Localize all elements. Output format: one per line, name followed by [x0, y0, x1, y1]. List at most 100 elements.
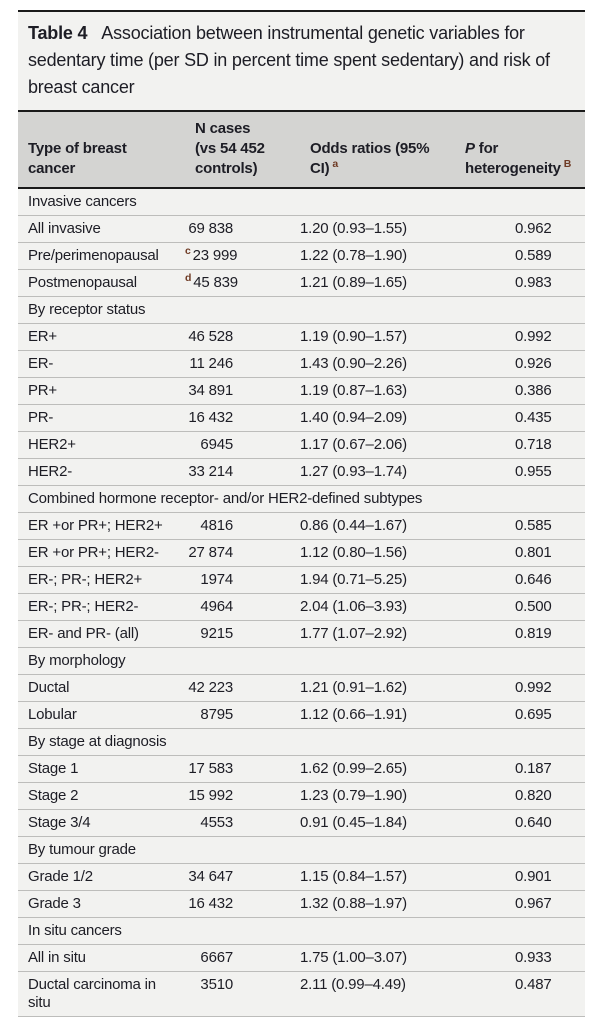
section-label: In situ cancers — [28, 922, 122, 939]
row-p-value: 0.187 — [515, 760, 552, 777]
row-ncases: 6945 — [200, 436, 233, 453]
table-row: PR+ 34 891 1.19 (0.87–1.63) 0.386 — [18, 378, 585, 405]
row-odds-ratio: 1.19 (0.87–1.63) — [300, 382, 407, 399]
row-ncases: 1974 — [200, 571, 233, 588]
row-type: ER- and PR- (all) — [28, 625, 139, 642]
row-type: Pre/perimenopausal — [28, 247, 159, 264]
table-row: ER-; PR-; HER2+ 1974 1.94 (0.71–5.25) 0.… — [18, 567, 585, 594]
row-footnote-marker: d — [185, 272, 192, 284]
row-ncases: 15 992 — [188, 787, 233, 804]
caption-divider-rule — [18, 110, 585, 112]
footnote-marker-a: a — [332, 158, 339, 170]
table-body: Invasive cancers All invasive 69 838 1.2… — [18, 189, 585, 1017]
row-type: Stage 2 — [28, 787, 79, 804]
header-n-cases: N cases (vs 54 452 controls) — [195, 120, 265, 177]
row-type: Stage 3/4 — [28, 814, 91, 831]
section-label: By receptor status — [28, 301, 146, 318]
table-row: Stage 3/4 4553 0.91 (0.45–1.84) 0.640 — [18, 810, 585, 837]
row-ncases: 27 874 — [188, 544, 233, 561]
row-type: All invasive — [28, 220, 101, 237]
row-p-value: 0.967 — [515, 895, 552, 912]
section-row: By stage at diagnosis — [18, 729, 585, 756]
row-ncases: 69 838 — [188, 220, 233, 237]
row-p-value: 0.955 — [515, 463, 552, 480]
row-p-value: 0.992 — [515, 328, 552, 345]
row-ncases: 23 999 — [192, 247, 238, 264]
row-odds-ratio: 1.21 (0.91–1.62) — [300, 679, 407, 696]
table-row: HER2+ 6945 1.17 (0.67–2.06) 0.718 — [18, 432, 585, 459]
row-type: Postmenopausal — [28, 274, 137, 291]
row-odds-ratio: 0.86 (0.44–1.67) — [300, 517, 407, 534]
row-odds-ratio: 1.27 (0.93–1.74) — [300, 463, 407, 480]
row-p-value: 0.801 — [515, 544, 552, 561]
row-p-value: 0.962 — [515, 220, 552, 237]
header-odds-ratios: Odds ratios (95% CI) a — [310, 140, 430, 177]
row-ncases: 4964 — [200, 598, 233, 615]
row-odds-ratio: 1.12 (0.66–1.91) — [300, 706, 407, 723]
table-row: Ductal carcinoma in situ 3510 2.11 (0.99… — [18, 972, 585, 1017]
row-type: Ductal carcinoma in situ — [28, 976, 156, 1011]
section-label: Combined hormone receptor- and/or HER2-d… — [28, 490, 423, 507]
row-type: ER +or PR+; HER2- — [28, 544, 159, 561]
table-row: Grade 1/2 34 647 1.15 (0.84–1.57) 0.901 — [18, 864, 585, 891]
table-row: ER-; PR-; HER2- 4964 2.04 (1.06–3.93) 0.… — [18, 594, 585, 621]
row-p-value: 0.901 — [515, 868, 552, 885]
row-ncases: 17 583 — [188, 760, 233, 777]
header-p-heterogeneity: P for heterogeneity B — [465, 140, 572, 177]
row-odds-ratio: 1.21 (0.89–1.65) — [300, 274, 407, 291]
row-ncases: 4816 — [200, 517, 233, 534]
row-p-value: 0.926 — [515, 355, 552, 372]
section-row: By morphology — [18, 648, 585, 675]
row-footnote-marker: c — [185, 245, 191, 257]
row-p-value: 0.819 — [515, 625, 552, 642]
row-ncases: 16 432 — [188, 895, 233, 912]
row-type: Grade 1/2 — [28, 868, 93, 885]
row-odds-ratio: 1.77 (1.07–2.92) — [300, 625, 407, 642]
row-odds-ratio: 1.22 (0.78–1.90) — [300, 247, 407, 264]
row-ncases: 8795 — [200, 706, 233, 723]
row-type: ER +or PR+; HER2+ — [28, 517, 163, 534]
table-row: ER+ 46 528 1.19 (0.90–1.57) 0.992 — [18, 324, 585, 351]
section-row: By receptor status — [18, 297, 585, 324]
row-ncases: 16 432 — [188, 409, 233, 426]
row-odds-ratio: 1.23 (0.79–1.90) — [300, 787, 407, 804]
section-row: Combined hormone receptor- and/or HER2-d… — [18, 486, 585, 513]
row-odds-ratio: 1.75 (1.00–3.07) — [300, 949, 407, 966]
table-row: Lobular 8795 1.12 (0.66–1.91) 0.695 — [18, 702, 585, 729]
row-p-value: 0.646 — [515, 571, 552, 588]
row-odds-ratio: 1.32 (0.88–1.97) — [300, 895, 407, 912]
table-row: PR- 16 432 1.40 (0.94–2.09) 0.435 — [18, 405, 585, 432]
section-label: By stage at diagnosis — [28, 733, 167, 750]
table-row: All in situ 6667 1.75 (1.00–3.07) 0.933 — [18, 945, 585, 972]
row-type: ER-; PR-; HER2- — [28, 598, 139, 615]
row-p-value: 0.718 — [515, 436, 552, 453]
row-p-value: 0.435 — [515, 409, 552, 426]
table-row: Grade 3 16 432 1.32 (0.88–1.97) 0.967 — [18, 891, 585, 918]
row-odds-ratio: 1.15 (0.84–1.57) — [300, 868, 407, 885]
row-odds-ratio: 2.04 (1.06–3.93) — [300, 598, 407, 615]
row-ncases: 34 891 — [188, 382, 233, 399]
row-odds-ratio: 1.17 (0.67–2.06) — [300, 436, 407, 453]
row-type: Stage 1 — [28, 760, 79, 777]
section-label: By tumour grade — [28, 841, 136, 858]
row-p-value: 0.983 — [515, 274, 552, 291]
row-type: ER- — [28, 355, 54, 372]
row-type: HER2+ — [28, 436, 76, 453]
row-p-value: 0.820 — [515, 787, 552, 804]
row-type: Ductal — [28, 679, 70, 696]
row-ncases: 42 223 — [188, 679, 233, 696]
table-header-row: Type of breast cancer N cases (vs 54 452… — [18, 112, 585, 189]
row-odds-ratio: 0.91 (0.45–1.84) — [300, 814, 407, 831]
row-ncases: 45 839 — [193, 274, 238, 291]
row-p-value: 0.695 — [515, 706, 552, 723]
row-type: ER-; PR-; HER2+ — [28, 571, 143, 588]
row-p-value: 0.487 — [515, 976, 552, 993]
row-p-value: 0.589 — [515, 247, 552, 264]
row-odds-ratio: 1.94 (0.71–5.25) — [300, 571, 407, 588]
table-row: HER2- 33 214 1.27 (0.93–1.74) 0.955 — [18, 459, 585, 486]
table-row: ER +or PR+; HER2+ 4816 0.86 (0.44–1.67) … — [18, 513, 585, 540]
row-ncases: 6667 — [200, 949, 233, 966]
footnote-marker-B: B — [563, 158, 572, 170]
row-p-value: 0.585 — [515, 517, 552, 534]
row-type: HER2- — [28, 463, 73, 480]
